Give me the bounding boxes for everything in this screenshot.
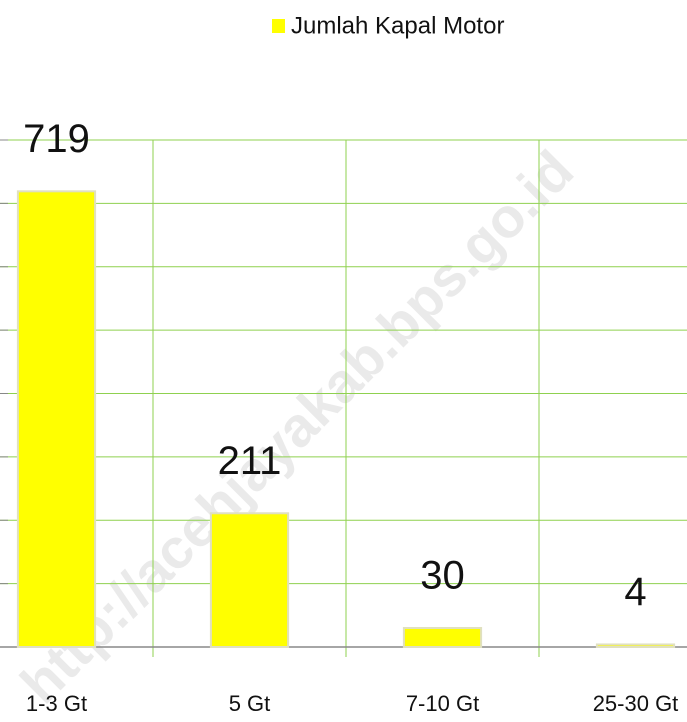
legend-swatch — [272, 19, 285, 33]
x-tick-label: 1-3 Gt — [26, 691, 87, 716]
data-label: 4 — [624, 570, 646, 614]
data-label: 30 — [420, 554, 465, 598]
data-label: 211 — [218, 439, 282, 483]
bar — [16, 190, 97, 649]
legend-label: Jumlah Kapal Motor — [291, 12, 504, 39]
x-tick-label: 5 Gt — [229, 691, 271, 716]
data-label: 719 — [23, 117, 90, 161]
bar — [595, 643, 676, 649]
bar — [402, 626, 483, 648]
x-tick-label: 25-30 Gt — [593, 691, 679, 716]
x-tick-label: 7-10 Gt — [406, 691, 479, 716]
bar — [209, 512, 290, 648]
